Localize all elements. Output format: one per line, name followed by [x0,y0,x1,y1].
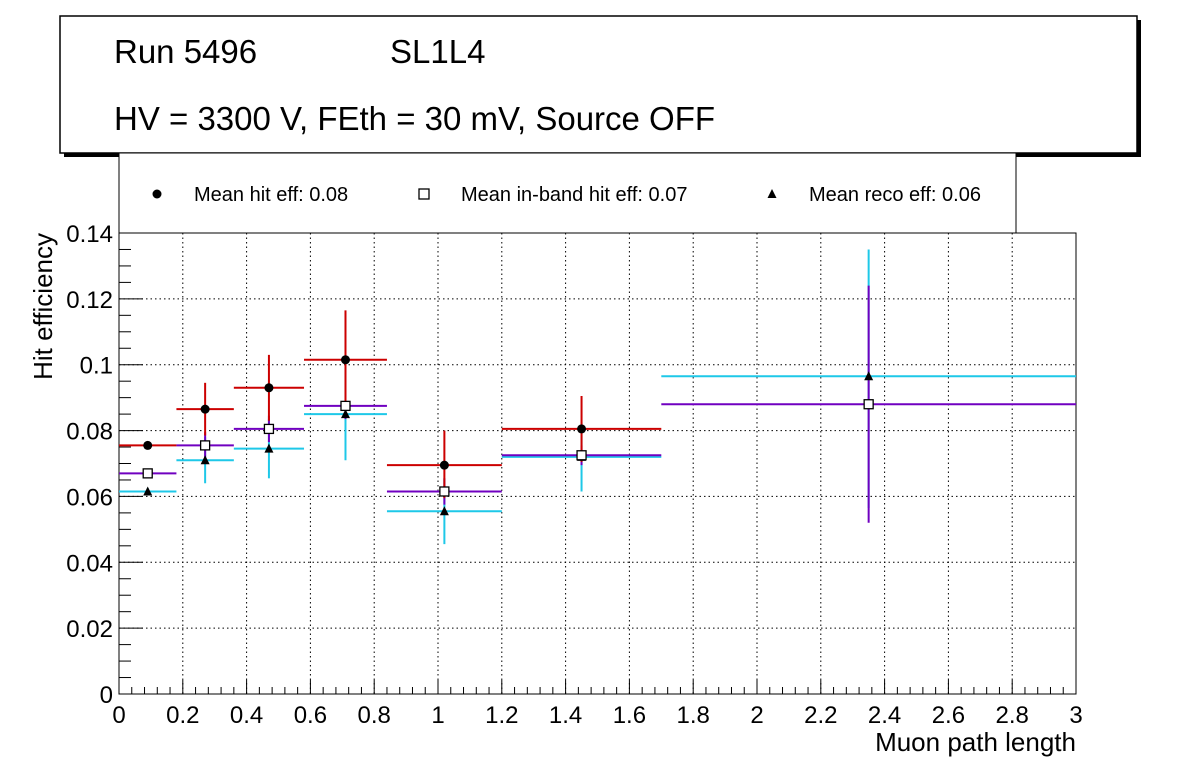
data-point-square [142,468,153,479]
data-point-triangle [340,409,350,419]
series-triangle [119,249,1076,545]
data-point-circle [340,355,350,365]
y-tick-label: 0.02 [66,616,113,643]
markers-open-square [142,399,874,497]
legend-marker-reco-eff [767,189,777,198]
y-tick-label: 0.12 [66,287,113,314]
data-point-square [340,400,351,412]
data-point-square [199,440,211,451]
x-tick-label: 1.6 [613,702,646,729]
legend-marker-hit-eff [152,189,162,199]
x-tick-label: 0.6 [294,702,327,729]
run-label: Run 5496 [114,33,257,70]
conditions-label: HV = 3300 V, FEth = 30 mV, Source OFF [114,100,715,137]
title-box: Run 5496 SL1L4 HV = 3300 V, FEth = 30 mV… [59,15,1141,157]
series-circle [119,310,662,499]
x-tick-label: 1.2 [485,702,518,729]
markers-triangle [143,371,874,516]
legend-marker-in-band-eff [418,188,430,200]
y-tick-label: 0.1 [80,353,113,380]
grid [119,233,1076,694]
y-tick-label: 0.06 [66,484,113,511]
x-tick-label: 1 [431,702,444,729]
markers-circle [143,355,587,470]
data-point-square [576,450,587,461]
x-tick-label: 1.4 [549,702,582,729]
x-tick-label: 0 [112,702,125,729]
data-point-circle [200,404,210,414]
legend-label-in-band-eff: Mean in-band hit eff: 0.07 [461,184,687,206]
x-tick-label: 1.8 [677,702,710,729]
data-point-square [863,399,874,410]
data-points [119,249,1076,545]
legend-label-reco-eff: Mean reco eff: 0.06 [809,184,981,206]
legend-frame [118,152,1017,234]
x-tick-label: 2 [750,702,763,729]
data-point-triangle [264,443,274,453]
y-tick-label: 0 [100,682,113,709]
data-point-triangle [439,506,449,516]
plot-frame [118,232,1077,695]
title-box-frame [59,15,1138,154]
y-tick-label: 0.04 [66,550,113,577]
axes: 0 0.2 0.4 0.6 0.8 1 1.2 1.4 1.6 1.8 2 2.2 2.4 2.6 2.8 3… [66,221,1082,729]
data-point-square [263,423,275,435]
x-axis-title: Muon path length [875,727,1076,757]
x-tick-label: 0.4 [230,702,263,729]
data-point-circle [577,424,587,434]
series-open-square [119,285,1076,523]
x-tick-label: 2.2 [804,702,837,729]
data-point-triangle [143,486,153,496]
y-axis-title: Hit efficiency [28,233,58,380]
y-tick-label: 0.14 [66,221,113,248]
x-tick-label: 2.4 [868,702,901,729]
x-tick-label: 2.8 [996,702,1029,729]
data-point-circle [143,440,153,450]
x-tick-label: 3 [1069,702,1082,729]
layer-label: SL1L4 [390,33,485,70]
x-tick-label: 0.2 [166,702,199,729]
data-point-circle [439,460,449,470]
x-tick-label: 0.8 [358,702,391,729]
data-point-triangle [864,371,874,381]
data-point-triangle [200,455,210,465]
legend-label-hit-eff: Mean hit eff: 0.08 [194,184,348,206]
x-tick-label: 2.6 [932,702,965,729]
data-point-circle [264,383,274,393]
y-tick-label: 0.08 [66,419,113,446]
legend: Mean hit eff: 0.08 Mean in-band hit eff:… [118,152,1017,234]
data-point-square [439,486,450,497]
